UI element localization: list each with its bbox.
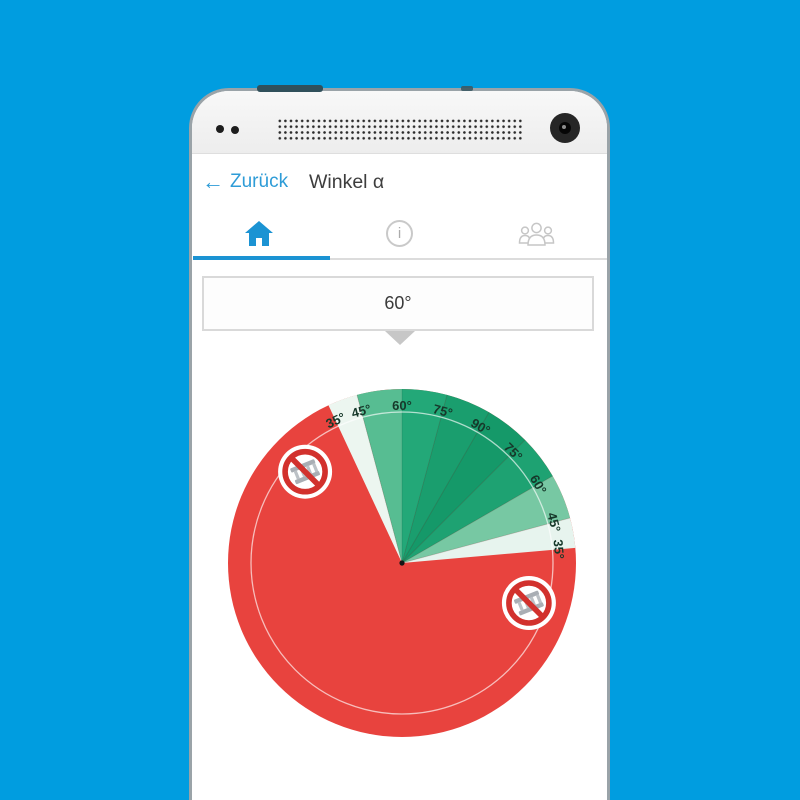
pie-wedge-2: [402, 389, 448, 563]
back-button-label: Zurück: [230, 171, 289, 192]
pie-wedge-7: [402, 517, 576, 563]
inner-ring: [250, 411, 554, 715]
wedge-separator: [401, 475, 553, 564]
pie-center-dot: [399, 560, 405, 566]
tabbar-divider: [330, 258, 607, 260]
pie-wedge-5: [402, 439, 553, 563]
phone-power-button: [257, 85, 323, 92]
angle-value-dropdown[interactable]: 60°: [202, 276, 594, 331]
back-button[interactable]: ← Zurück: [202, 169, 288, 195]
pie-wedge-1: [356, 389, 402, 563]
pie-wedge-3: [402, 394, 489, 563]
home-icon: [245, 221, 273, 246]
no-ladder-prohibition-icon: [501, 576, 556, 630]
pie-wedge-0: [328, 394, 402, 563]
angle-tick-label: 45°: [350, 401, 373, 421]
wedge-separator: [356, 394, 403, 564]
ambient-sensor-icon: [231, 126, 239, 134]
left-arrow-icon: ←: [202, 169, 224, 194]
angle-tick-label: 60°: [392, 398, 412, 413]
wedge-separator: [401, 394, 448, 564]
active-tab-underline: [193, 256, 330, 260]
pie-wedge-6: [402, 476, 571, 563]
angle-tick-label: 75°: [431, 401, 454, 421]
wedge-separator: [401, 412, 490, 564]
info-glyph: i: [397, 225, 402, 242]
page-title: Winkel α: [309, 171, 385, 193]
angle-tick-label: 45°: [544, 511, 564, 534]
wedge-separator: [401, 517, 571, 564]
people-icon: [518, 222, 555, 246]
camera-glint: [562, 125, 566, 129]
angle-pie-chart: 35° 45° 60° 75°90°75°60°45°35°: [228, 389, 576, 737]
pie-wedge-4: [402, 412, 526, 563]
dropdown-caret-icon: [385, 331, 415, 345]
angle-value: 60°: [384, 293, 412, 313]
speaker-grille: [277, 118, 524, 142]
proximity-sensor-icon: [216, 125, 224, 133]
phone-top-button: [461, 86, 473, 91]
info-icon: i: [386, 220, 413, 247]
no-ladder-prohibition-icon: [278, 444, 333, 499]
angle-tick-label: 35°: [551, 539, 568, 560]
wedge-separator: [401, 439, 526, 564]
